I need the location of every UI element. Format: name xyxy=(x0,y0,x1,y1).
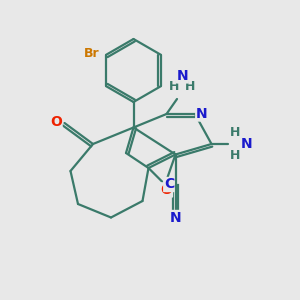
Text: H: H xyxy=(169,80,179,94)
Text: N: N xyxy=(177,69,188,83)
Text: H: H xyxy=(230,126,241,139)
Text: N: N xyxy=(170,211,181,224)
Text: O: O xyxy=(160,183,172,197)
Text: H: H xyxy=(185,80,196,94)
Text: C: C xyxy=(164,178,174,191)
Text: O: O xyxy=(50,115,62,128)
Text: H: H xyxy=(230,149,241,162)
Text: N: N xyxy=(241,137,253,151)
Text: Br: Br xyxy=(83,47,99,60)
Text: N: N xyxy=(196,107,207,121)
